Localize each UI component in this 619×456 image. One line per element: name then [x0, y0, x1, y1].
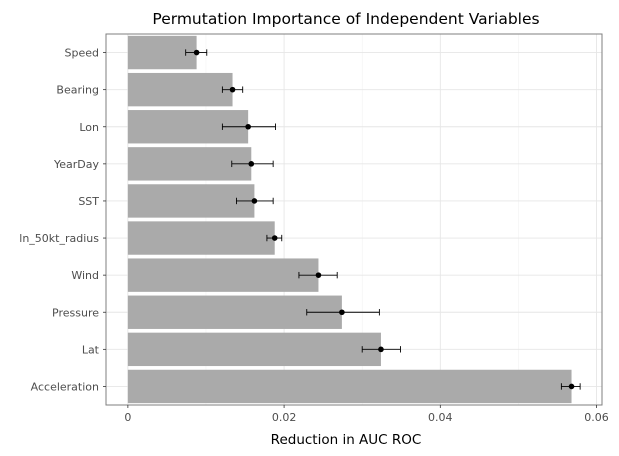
bar: [127, 258, 319, 292]
y-tick-label: Bearing: [56, 84, 99, 97]
bar: [127, 72, 233, 107]
data-point: [251, 198, 258, 204]
x-tick-label: 0: [124, 411, 131, 424]
y-tick-label: Acceleration: [31, 380, 99, 393]
x-tick-label: 0.02: [272, 411, 297, 424]
points: [193, 49, 575, 390]
bar: [127, 35, 197, 70]
data-point: [245, 123, 251, 130]
x-axis-label: Reduction in AUC ROC: [271, 432, 422, 448]
data-point: [339, 309, 345, 316]
bar: [127, 295, 342, 329]
data-point: [378, 346, 384, 353]
y-tick-label: SST: [78, 195, 99, 208]
x-axis: 0 0.02 0.04 0.06: [124, 405, 609, 424]
y-tick-label: Lat: [82, 343, 100, 356]
data-point: [271, 235, 278, 241]
y-axis: Speed Bearing Lon YearDay SST ln_50kt_radius W…: [19, 47, 106, 393]
y-tick-label: Speed: [65, 47, 99, 60]
y-tick-label: Wind: [71, 269, 99, 282]
bars: [127, 35, 572, 404]
y-tick-label: YearDay: [53, 158, 100, 171]
data-point: [315, 272, 322, 278]
y-tick-label: Pressure: [52, 306, 99, 319]
panel-border: [105, 33, 603, 406]
data-point: [248, 161, 255, 167]
bar: [127, 369, 572, 404]
bar: [127, 147, 252, 181]
bar: [127, 332, 381, 367]
data-point: [568, 383, 575, 390]
x-tick-label: 0.04: [428, 411, 453, 424]
bar: [127, 184, 255, 218]
x-tick-label: 0.06: [584, 411, 609, 424]
data-point: [229, 86, 236, 93]
data-point: [193, 49, 200, 56]
chart-title: Permutation Importance of Independent Va…: [152, 10, 539, 28]
y-tick-label: ln_50kt_radius: [19, 232, 99, 245]
y-tick-label: Lon: [79, 121, 99, 134]
bar: [127, 221, 275, 255]
